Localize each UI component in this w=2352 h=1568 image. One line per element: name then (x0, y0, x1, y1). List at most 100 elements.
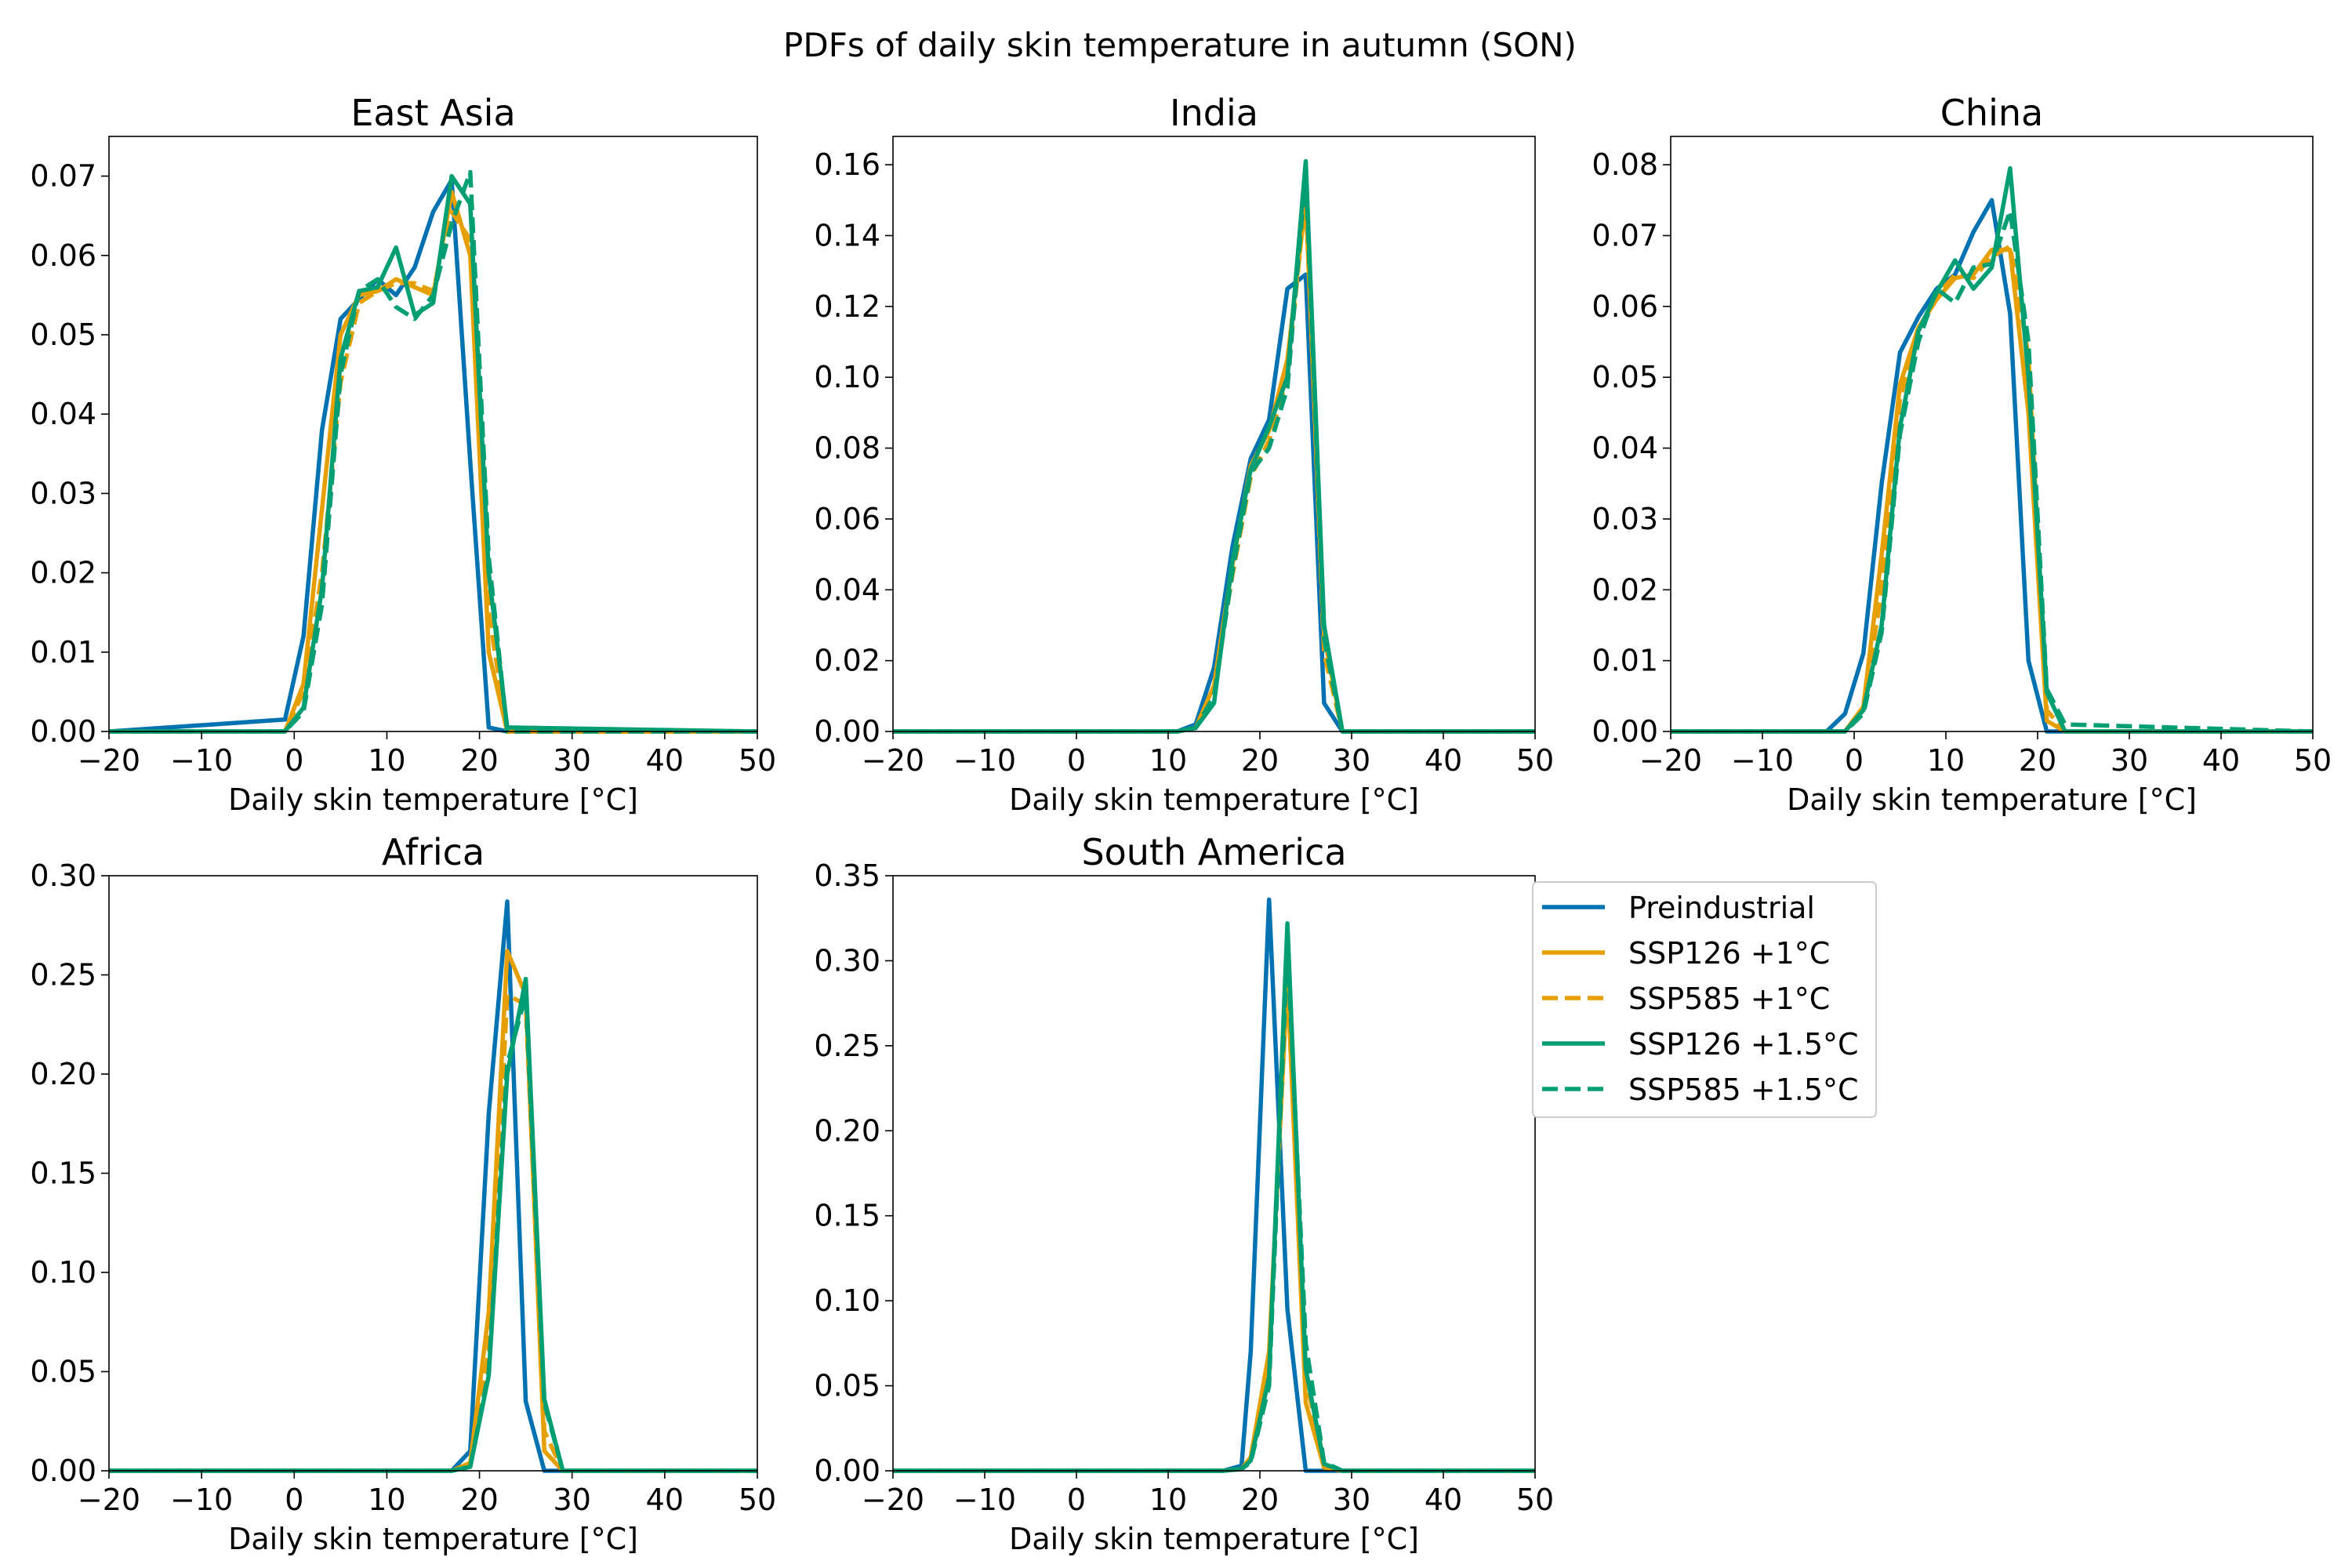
series-line-ssp126-1-c (1671, 247, 2313, 734)
axes-frame (1670, 136, 2314, 732)
axes-frame (108, 875, 758, 1472)
x-tick-label: 10 (368, 1483, 405, 1517)
x-tick-label: 30 (1333, 743, 1370, 778)
legend-entry-ssp585-1-5-c: SSP585 +1.5°C (1542, 1073, 1859, 1107)
y-tick-label: 0.05 (1592, 360, 1658, 394)
y-tick-label: 0.06 (814, 502, 880, 536)
x-tick-label: 50 (739, 1483, 776, 1517)
x-tick-label: −10 (170, 743, 233, 778)
series-line-ssp585-1-5-c (893, 941, 1535, 1473)
series-line-ssp126-1-c (893, 198, 1535, 734)
series-line-ssp585-1-c (109, 993, 757, 1473)
y-tick-label: 0.05 (30, 318, 96, 352)
x-tick-label: −10 (953, 743, 1016, 778)
x-axis-label: Daily skin temperature [°C] (1787, 782, 2197, 817)
y-tick-label: 0.02 (814, 644, 880, 678)
x-tick-label: 0 (285, 743, 303, 778)
panel-title: Africa (382, 831, 485, 873)
y-tick-label: 0.03 (30, 476, 96, 510)
series-line-ssp126-1-5-c (893, 158, 1535, 734)
x-tick-label: 30 (1333, 1483, 1370, 1517)
axes-frame (892, 875, 1536, 1472)
x-tick-label: −20 (78, 743, 140, 778)
series-line-ssp585-1-5-c (109, 169, 757, 734)
y-tick-label: 0.04 (1592, 431, 1658, 466)
panel-south-america: −20 −10 0 10 20 30 40 50 0.00 0.05 0.10 0.15 0.20 0.2… (814, 831, 1554, 1556)
panel-title: India (1170, 92, 1258, 134)
y-tick-label: 0.00 (30, 1454, 96, 1488)
x-tick-label: 10 (368, 743, 405, 778)
x-tick-label: 50 (1516, 743, 1554, 778)
y-tick-label: 0.08 (1592, 147, 1658, 182)
y-tick-label: 0.14 (814, 219, 880, 253)
series-line-ssp126-1-c (893, 975, 1535, 1473)
x-tick-label: 10 (1149, 743, 1187, 778)
legend-frame (1532, 881, 1877, 1118)
y-tick-label: 0.04 (814, 572, 880, 607)
series-line-ssp585-1-5-c (893, 169, 1535, 734)
x-tick-label: −20 (1639, 743, 1702, 778)
y-tick-label: 0.05 (30, 1355, 96, 1389)
y-tick-label: 0.15 (814, 1199, 880, 1233)
y-tick-label: 0.25 (30, 958, 96, 993)
y-tick-label: 0.16 (814, 147, 880, 182)
x-tick-label: 10 (1927, 743, 1965, 778)
y-tick-label: 0.06 (1592, 289, 1658, 324)
series-line-preindustrial (109, 899, 757, 1473)
x-tick-label: 40 (646, 1483, 684, 1517)
legend-label: Preindustrial (1628, 891, 1815, 925)
axes-frame (892, 136, 1536, 732)
y-tick-label: 0.01 (1592, 644, 1658, 678)
panel-africa: −20 −10 0 10 20 30 40 50 0.00 0.05 0.10 0.15 0.20 0.2… (30, 831, 776, 1556)
series-line-preindustrial (1671, 198, 2313, 734)
series-line-ssp126-1-5-c (109, 173, 757, 734)
series-group (109, 169, 757, 734)
legend-entry-ssp126-1-5-c: SSP126 +1.5°C (1542, 1027, 1859, 1062)
y-tick-label: 0.04 (30, 397, 96, 431)
x-tick-label: 50 (1516, 1483, 1554, 1517)
x-tick-label: 0 (1845, 743, 1864, 778)
y-tick-label: 0.30 (814, 943, 880, 978)
y-tick-label: 0.30 (30, 858, 96, 893)
x-tick-label: 0 (285, 1483, 303, 1517)
x-tick-label: 20 (460, 743, 498, 778)
legend: Preindustrial SSP126 +1°C SSP585 +1°C SSP12… (1532, 881, 1877, 1118)
panel-title: China (1940, 92, 2043, 134)
y-tick-label: 0.07 (30, 159, 96, 194)
x-tick-label: 30 (2111, 743, 2148, 778)
x-tick-label: −20 (862, 743, 924, 778)
y-tick-label: 0.05 (814, 1369, 880, 1403)
series-line-ssp126-1-5-c (893, 920, 1535, 1473)
y-tick-label: 0.02 (1592, 572, 1658, 607)
series-line-ssp126-1-c (109, 190, 757, 734)
x-tick-label: 30 (554, 743, 591, 778)
x-tick-label: 40 (1425, 743, 1462, 778)
y-tick-label: 0.03 (1592, 502, 1658, 536)
y-tick-label: 0.00 (814, 1454, 880, 1488)
x-axis-label: Daily skin temperature [°C] (1009, 782, 1419, 817)
x-tick-label: 20 (460, 1483, 498, 1517)
x-tick-label: −10 (953, 1483, 1016, 1517)
legend-entry-ssp585-1-c: SSP585 +1°C (1542, 982, 1830, 1016)
x-tick-label: 10 (1149, 1483, 1187, 1517)
x-tick-label: 20 (1241, 1483, 1279, 1517)
legend-label: SSP126 +1°C (1628, 936, 1830, 971)
axes-frame (108, 136, 758, 732)
panel-india: −20 −10 0 10 20 30 40 50 0.00 0.02 0.04 0.06 0.08 0.1… (814, 92, 1554, 817)
series-line-ssp126-1-c (109, 949, 757, 1473)
y-tick-label: 0.20 (30, 1057, 96, 1091)
legend-entry-preindustrial: Preindustrial (1542, 891, 1815, 925)
y-tick-label: 0.01 (30, 635, 96, 670)
series-line-ssp585-1-5-c (109, 993, 757, 1473)
x-axis-label: Daily skin temperature [°C] (228, 782, 638, 817)
series-line-ssp585-1-c (1671, 244, 2313, 734)
x-tick-label: 20 (2019, 743, 2056, 778)
x-tick-label: 50 (2294, 743, 2332, 778)
x-tick-label: −20 (862, 1483, 924, 1517)
y-tick-label: 0.25 (814, 1029, 880, 1063)
x-tick-label: −10 (170, 1483, 233, 1517)
series-group (109, 899, 757, 1473)
y-tick-label: 0.10 (30, 1255, 96, 1290)
legend-entry-ssp126-1-c: SSP126 +1°C (1542, 936, 1830, 971)
y-tick-label: 0.00 (30, 714, 96, 749)
